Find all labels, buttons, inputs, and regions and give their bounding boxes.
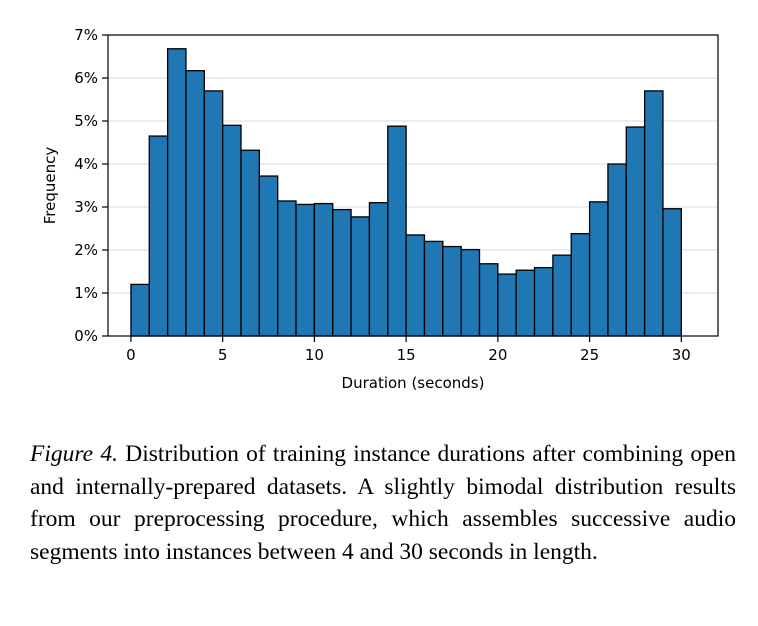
figure-caption: Figure 4. Distribution of training insta… (30, 438, 736, 568)
x-tick-label: 20 (488, 346, 507, 364)
axis-ticks: 0 5 10 15 20 25 30 0% 1% 2% 3% 4% 5% 6% 7% (74, 26, 691, 364)
histogram-bar (313, 202, 334, 337)
histogram-bar (643, 90, 664, 337)
x-tick-label: 5 (218, 346, 228, 364)
y-tick-label: 1% (74, 284, 98, 302)
histogram-bar (460, 248, 481, 337)
histogram-bars (130, 48, 682, 337)
histogram-bar (570, 233, 591, 337)
histogram-bar (515, 269, 536, 337)
histogram-bar (203, 90, 224, 337)
histogram-bar (478, 263, 499, 337)
plot-frame (107, 34, 719, 337)
x-tick-label: 25 (580, 346, 599, 364)
histogram-bar (497, 273, 517, 337)
histogram-bar (423, 240, 444, 337)
x-tick-label: 30 (672, 346, 691, 364)
x-tick-label: 15 (397, 346, 416, 364)
y-tick-label: 5% (74, 112, 98, 130)
y-tick-label: 6% (74, 69, 98, 87)
histogram-bar (258, 175, 279, 337)
histogram-bar (350, 216, 371, 337)
duration-histogram: 0 5 10 15 20 25 30 0% 1% 2% 3% 4% 5% 6% 7% Duration (s… (41, 26, 719, 392)
histogram-bar (368, 202, 389, 337)
histogram-bar (295, 203, 316, 337)
histogram-bar (222, 124, 242, 337)
histogram-bar (442, 245, 462, 337)
x-tick-label: 0 (126, 346, 136, 364)
x-axis-label: Duration (seconds) (342, 374, 485, 392)
y-axis-label: Frequency (41, 147, 59, 225)
histogram-bar (387, 125, 407, 337)
histogram-bar (662, 208, 682, 337)
histogram-bar (533, 266, 554, 337)
y-tick-label: 4% (74, 155, 98, 173)
histogram-bar (607, 163, 627, 337)
histogram-bar (625, 126, 646, 337)
y-tick-label: 7% (74, 26, 98, 44)
x-tick-label: 10 (305, 346, 324, 364)
y-tick-label: 3% (74, 198, 98, 216)
y-tick-label: 2% (74, 241, 98, 259)
histogram-bar (185, 70, 205, 337)
histogram-bar (552, 254, 572, 337)
y-tick-label: 0% (74, 327, 98, 345)
histogram-bar (166, 48, 187, 337)
histogram-bar (130, 283, 150, 337)
histogram-bar (332, 208, 352, 337)
histogram-bar (588, 201, 609, 337)
caption-text: Distribution of training instance durati… (30, 441, 737, 565)
figure-label: Figure 4. (30, 441, 118, 467)
histogram-bar (148, 135, 169, 337)
histogram-bar (277, 200, 297, 337)
histogram-bar (240, 149, 261, 337)
histogram-bar (405, 234, 426, 337)
